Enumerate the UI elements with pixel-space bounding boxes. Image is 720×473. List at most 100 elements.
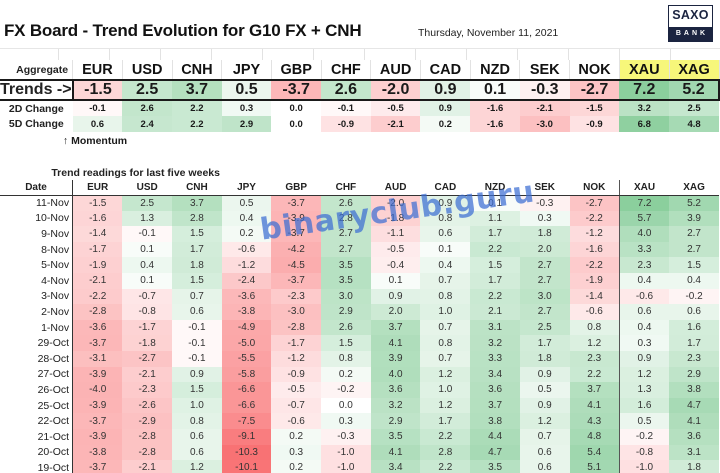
gridline [670, 48, 671, 60]
currency-header: CHF [321, 60, 372, 80]
history-cell: -3.9 [72, 397, 123, 414]
history-cell: 0.8 [172, 413, 222, 429]
gridline [364, 48, 365, 60]
history-currency-header: XAG [669, 180, 719, 196]
history-cell: -10.3 [221, 444, 272, 461]
history-cell: 3.7 [470, 397, 520, 414]
history-cell: -7.5 [221, 413, 272, 429]
history-cell: 1.3 [618, 382, 670, 398]
history-cell: 3.6 [470, 382, 520, 398]
history-cell: 0.6 [618, 304, 670, 320]
history-cell: 2.6 [321, 195, 371, 211]
gridline [466, 48, 467, 60]
gridline [313, 48, 314, 60]
history-cell: 1.1 [470, 210, 520, 227]
history-cell: -2.1 [122, 460, 173, 473]
history-cell: 3.6 [370, 382, 421, 398]
history-cell: 0.7 [519, 428, 570, 445]
history-cell: -4.9 [221, 319, 272, 336]
history-cell: -0.8 [618, 444, 670, 461]
gridline [0, 48, 720, 49]
history-cell: 1.7 [470, 272, 520, 289]
history-cell: 1.0 [420, 304, 471, 320]
history-cell: 2.5 [122, 195, 173, 211]
date-column-header: Date [0, 180, 74, 196]
history-cell: 0.7 [420, 272, 471, 289]
history-cell: -1.1 [370, 226, 421, 242]
history-cell: 0.8 [420, 210, 471, 227]
history-cell: -0.8 [122, 304, 173, 320]
history-cell: 2.0 [370, 304, 421, 320]
history-row: 27-Oct -3.9 -2.1 0.9 -5.8 -0.9 0.2 4.0 1.2 3.4 0.9… [0, 366, 719, 383]
history-row: 25-Oct -3.9 -2.6 1.0 -6.6 -0.7 0.0 3.2 1.2 3.7 0.9… [0, 397, 719, 414]
history-cell: 2.2 [420, 460, 471, 473]
history-cell: -2.7 [122, 350, 173, 367]
history-cell: -0.6 [618, 288, 670, 305]
empty-cell [371, 149, 421, 165]
history-date: 21-Oct [0, 428, 74, 445]
history-cell: -2.2 [569, 257, 620, 273]
change-5d-row: 5D Change 0.6 2.4 2.2 2.9 0.0 -0.9 -2.1 0.2 -1.6-… [0, 116, 719, 132]
history-cell: 1.2 [420, 397, 471, 414]
history-cell: 0.0 [338, 400, 353, 412]
history-cell: 3.9 [370, 350, 421, 367]
empty-cell [619, 149, 669, 165]
history-row: 8-Nov -1.7 0.1 1.7 -0.6 -4.2 2.7 -0.5 0.1 2.2 2.0-… [0, 241, 719, 258]
history-cell: -3.8 [221, 304, 272, 320]
history-currency-header: SEK [519, 180, 570, 196]
history-cell: -1.9 [72, 257, 123, 273]
history-cell: -0.1 [172, 335, 222, 351]
history-row: 2-Nov -2.8 -0.8 0.6 -3.8 -3.0 2.9 2.0 1.0 2.1 2.7-… [0, 304, 719, 320]
history-date: 26-Oct [0, 382, 74, 398]
history-cell: 0.6 [669, 304, 719, 320]
change-2d-row-cell: 0.3 [221, 100, 272, 116]
history-date: 2-Nov [0, 304, 74, 320]
history-date: 4-Nov [0, 272, 74, 289]
history-cell: 3.3 [618, 241, 670, 258]
history-date: 29-Oct [0, 335, 74, 351]
gridline [109, 48, 110, 60]
history-row: 22-Oct -3.7 -2.9 0.8 -7.5 -0.6 0.3 2.9 1.7 3.8 1.2… [0, 413, 719, 429]
history-cell: -2.8 [122, 444, 173, 461]
currency-header: USD [122, 60, 173, 80]
history-cell: 4.0 [618, 226, 670, 242]
trends-row-cell: 2.5 [122, 79, 173, 101]
history-cell: 2.3 [669, 350, 719, 367]
aggregate-header-row: Aggregate EUR USD CNH JPY GBP CHF AUD CAD NZD SEK N… [0, 60, 720, 80]
history-cell: 0.3 [519, 210, 570, 227]
change-2d-row-cell: 0.9 [420, 100, 471, 116]
empty-cell [619, 132, 669, 149]
history-cell: 0.8 [569, 319, 620, 336]
currency-header: CAD [420, 60, 471, 80]
history-row: 20-Oct -3.8 -2.8 0.6 -10.3 0.3 -1.0 4.1 2.8 4.7 0.… [0, 444, 719, 461]
history-cell: -0.2 [618, 428, 670, 445]
aggregate-label: Aggregate [0, 60, 74, 80]
history-cell: -0.2 [669, 288, 719, 305]
currency-header: GBP [271, 60, 322, 80]
history-cell: -1.2 [221, 257, 272, 273]
history-cell: 0.8 [321, 350, 371, 367]
history-cell: -6.6 [221, 397, 272, 414]
currency-header: XAU [619, 60, 670, 80]
history-cell: 5.2 [669, 195, 719, 211]
history-cell: 5.4 [569, 444, 620, 461]
history-cell: -5.0 [221, 335, 272, 351]
history-cell: -0.1 [172, 350, 222, 367]
history-cell: 1.0 [172, 397, 222, 414]
history-cell: 0.9 [370, 288, 421, 305]
currency-header: AUD [370, 60, 421, 80]
history-row: 1-Nov -3.6 -1.7 -0.1 -4.9 -2.8 2.6 3.7 0.7 3.1 2.5… [0, 319, 719, 336]
history-cell: -2.3 [122, 382, 173, 398]
change-2d-row-cell: 3.2 [619, 100, 670, 116]
history-date: 5-Nov [0, 257, 74, 273]
history-cell: 0.4 [122, 257, 173, 273]
empty-cell [619, 165, 669, 180]
history-cell: 2.7 [321, 241, 371, 258]
trends-row-cell: -2.0 [370, 79, 421, 101]
change-5d-row-cell: 0.6 [72, 116, 123, 132]
history-cell: 0.7 [420, 319, 471, 336]
history-cell: -1.7 [122, 319, 173, 336]
history-row: 3-Nov -2.2 -0.7 0.7 -3.6 -2.3 3.0 0.9 0.8 2.2 3.0-… [0, 288, 719, 305]
history-date: 10-Nov [0, 210, 74, 227]
history-cell: -2.2 [72, 288, 123, 305]
